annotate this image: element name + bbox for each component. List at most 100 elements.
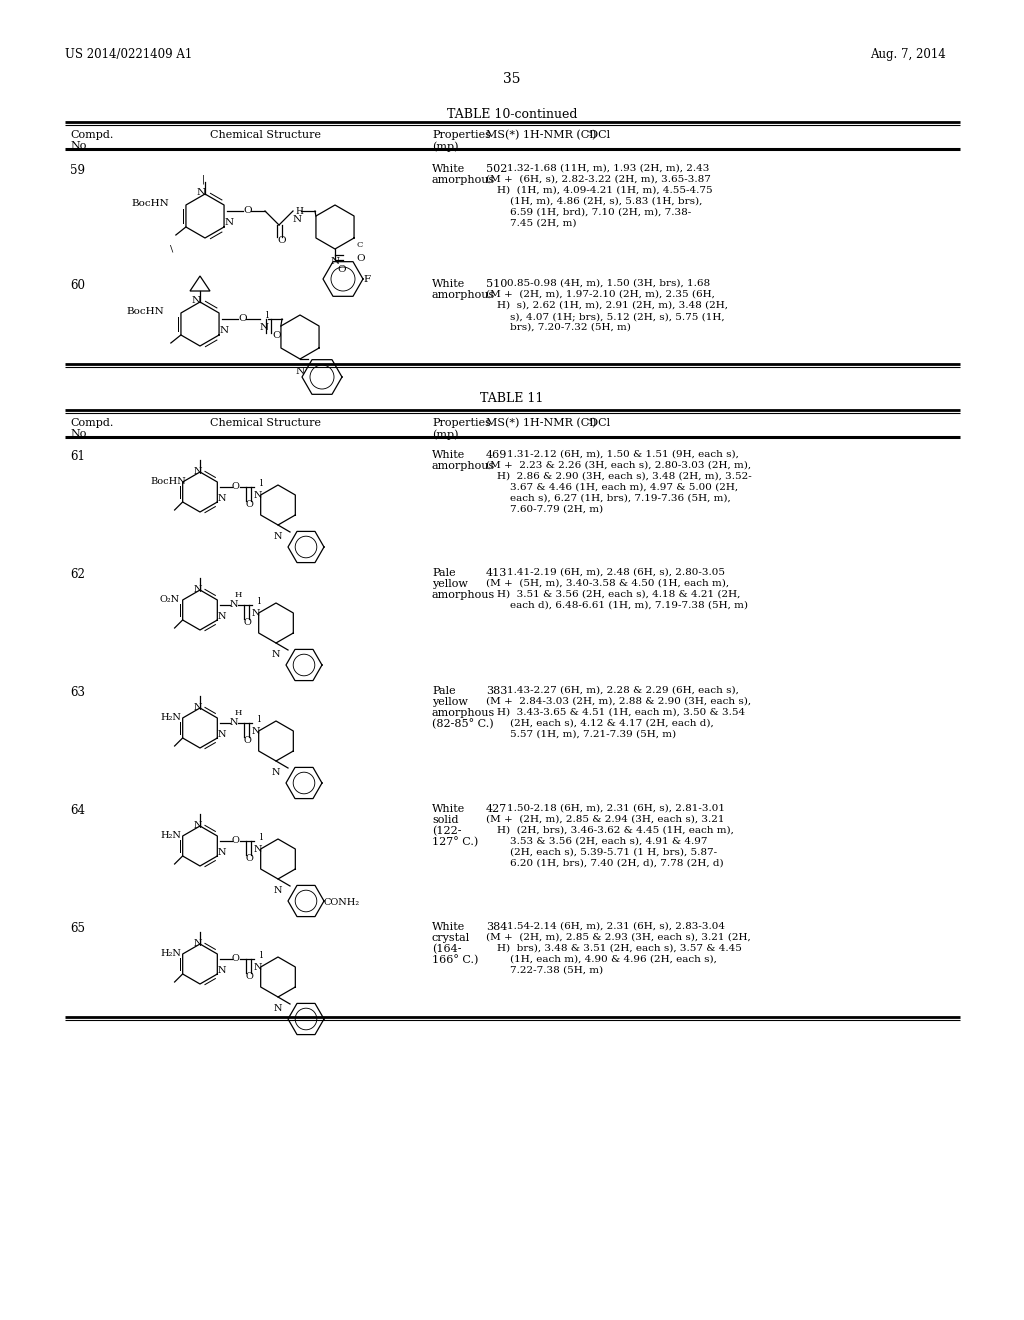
Text: H)  2.86 & 2.90 (3H, each s), 3.48 (2H, m), 3.52-: H) 2.86 & 2.90 (3H, each s), 3.48 (2H, m…: [497, 473, 752, 480]
Text: 166° C.): 166° C.): [432, 954, 478, 966]
Text: Compd.: Compd.: [70, 418, 114, 428]
Text: CONH₂: CONH₂: [324, 898, 360, 907]
Text: 7.22-7.38 (5H, m): 7.22-7.38 (5H, m): [510, 966, 603, 975]
Text: N: N: [293, 215, 302, 224]
Text: O: O: [238, 314, 247, 323]
Text: N: N: [252, 609, 260, 618]
Text: O: O: [246, 854, 254, 863]
Text: N: N: [218, 494, 226, 503]
Text: O: O: [232, 954, 240, 964]
Text: 60: 60: [70, 279, 85, 292]
Text: 1.54-2.14 (6H, m), 2.31 (6H, s), 2.83-3.04: 1.54-2.14 (6H, m), 2.31 (6H, s), 2.83-3.…: [507, 921, 725, 931]
Text: BocHN: BocHN: [126, 308, 164, 315]
Text: 127° C.): 127° C.): [432, 837, 478, 847]
Text: l: l: [260, 479, 263, 488]
Text: O: O: [278, 236, 286, 246]
Text: N: N: [254, 845, 262, 854]
Text: amorphous: amorphous: [432, 461, 496, 471]
Text: (122-: (122-: [432, 826, 462, 837]
Text: N: N: [218, 966, 226, 975]
Text: (M +  2.23 & 2.26 (3H, each s), 2.80-3.03 (2H, m),: (M + 2.23 & 2.26 (3H, each s), 2.80-3.03…: [486, 461, 752, 470]
Text: 7.60-7.79 (2H, m): 7.60-7.79 (2H, m): [510, 506, 603, 513]
Text: O: O: [272, 331, 281, 341]
Text: TABLE 11: TABLE 11: [480, 392, 544, 405]
Text: H)  (1H, m), 4.09-4.21 (1H, m), 4.55-4.75: H) (1H, m), 4.09-4.21 (1H, m), 4.55-4.75: [497, 186, 713, 195]
Text: amorphous: amorphous: [432, 176, 496, 185]
Text: amorphous: amorphous: [432, 708, 496, 718]
Text: yellow: yellow: [432, 697, 468, 708]
Text: H₂N: H₂N: [160, 832, 181, 840]
Text: O: O: [232, 482, 240, 491]
Text: l: l: [258, 597, 261, 606]
Text: Pale: Pale: [432, 568, 456, 578]
Text: (1H, each m), 4.90 & 4.96 (2H, each s),: (1H, each m), 4.90 & 4.96 (2H, each s),: [510, 954, 717, 964]
Text: crystal: crystal: [432, 933, 470, 942]
Text: brs), 7.20-7.32 (5H, m): brs), 7.20-7.32 (5H, m): [510, 323, 631, 333]
Text: 510: 510: [486, 279, 507, 289]
Text: 3.53 & 3.56 (2H, each s), 4.91 & 4.97: 3.53 & 3.56 (2H, each s), 4.91 & 4.97: [510, 837, 708, 846]
Text: White: White: [432, 279, 465, 289]
Text: Pale: Pale: [432, 686, 456, 696]
Text: 6.59 (1H, brd), 7.10 (2H, m), 7.38-: 6.59 (1H, brd), 7.10 (2H, m), 7.38-: [510, 209, 691, 216]
Text: N: N: [225, 218, 234, 227]
Text: N: N: [220, 326, 229, 335]
Text: H₂N: H₂N: [160, 713, 181, 722]
Text: (82-85° C.): (82-85° C.): [432, 719, 494, 730]
Text: No: No: [70, 141, 86, 150]
Text: BocHN: BocHN: [131, 199, 169, 209]
Text: H)  s), 2.62 (1H, m), 2.91 (2H, m), 3.48 (2H,: H) s), 2.62 (1H, m), 2.91 (2H, m), 3.48 …: [497, 301, 728, 310]
Text: TABLE 10-continued: TABLE 10-continued: [446, 108, 578, 121]
Text: H)  brs), 3.48 & 3.51 (2H, each s), 3.57 & 4.45: H) brs), 3.48 & 3.51 (2H, each s), 3.57 …: [497, 944, 741, 953]
Text: N: N: [194, 821, 203, 830]
Text: ): ): [591, 129, 595, 140]
Text: 59: 59: [70, 164, 85, 177]
Text: (mp): (mp): [432, 429, 459, 440]
Text: No: No: [70, 429, 86, 440]
Text: H)  3.51 & 3.56 (2H, each s), 4.18 & 4.21 (2H,: H) 3.51 & 3.56 (2H, each s), 4.18 & 4.21…: [497, 590, 740, 599]
Text: 61: 61: [70, 450, 85, 463]
Text: O: O: [232, 836, 240, 845]
Text: 413: 413: [486, 568, 507, 578]
Text: N: N: [230, 718, 239, 727]
Text: 64: 64: [70, 804, 85, 817]
Text: 62: 62: [70, 568, 85, 581]
Text: N: N: [197, 187, 206, 197]
Text: Chemical Structure: Chemical Structure: [210, 418, 321, 428]
Text: (M +  (2H, m), 1.97-2.10 (2H, m), 2.35 (6H,: (M + (2H, m), 1.97-2.10 (2H, m), 2.35 (6…: [486, 290, 715, 300]
Text: solid: solid: [432, 814, 459, 825]
Text: (164-: (164-: [432, 944, 462, 954]
Text: 427: 427: [486, 804, 507, 814]
Text: N: N: [194, 467, 203, 477]
Text: N: N: [218, 730, 226, 739]
Text: 3: 3: [586, 418, 592, 426]
Text: l: l: [260, 950, 263, 960]
Text: N: N: [254, 964, 262, 972]
Text: N: N: [274, 1005, 283, 1012]
Text: 384: 384: [486, 921, 507, 932]
Text: BocHN: BocHN: [150, 477, 185, 486]
Text: White: White: [432, 450, 465, 459]
Text: O: O: [246, 972, 254, 981]
Text: H₂N: H₂N: [160, 949, 181, 958]
Text: O: O: [243, 206, 252, 215]
Text: each s), 6.27 (1H, brs), 7.19-7.36 (5H, m),: each s), 6.27 (1H, brs), 7.19-7.36 (5H, …: [510, 494, 731, 503]
Text: O: O: [244, 618, 252, 627]
Text: 1.50-2.18 (6H, m), 2.31 (6H, s), 2.81-3.01: 1.50-2.18 (6H, m), 2.31 (6H, s), 2.81-3.…: [507, 804, 725, 813]
Text: N: N: [194, 939, 203, 948]
Text: 469: 469: [486, 450, 507, 459]
Text: yellow: yellow: [432, 579, 468, 589]
Text: O: O: [244, 737, 252, 744]
Text: s), 4.07 (1H; brs), 5.12 (2H, s), 5.75 (1H,: s), 4.07 (1H; brs), 5.12 (2H, s), 5.75 (…: [510, 312, 725, 321]
Text: N: N: [296, 367, 305, 376]
Text: N: N: [194, 585, 203, 594]
Text: N: N: [272, 768, 281, 777]
Text: N: N: [272, 649, 281, 659]
Text: N: N: [218, 612, 226, 620]
Text: MS(*) 1H-NMR (CDCl: MS(*) 1H-NMR (CDCl: [486, 418, 610, 428]
Text: 65: 65: [70, 921, 85, 935]
Text: \: \: [170, 246, 173, 253]
Text: N: N: [218, 847, 226, 857]
Text: l: l: [266, 312, 269, 319]
Text: H: H: [234, 709, 243, 717]
Text: 1.31-2.12 (6H, m), 1.50 & 1.51 (9H, each s),: 1.31-2.12 (6H, m), 1.50 & 1.51 (9H, each…: [507, 450, 739, 459]
